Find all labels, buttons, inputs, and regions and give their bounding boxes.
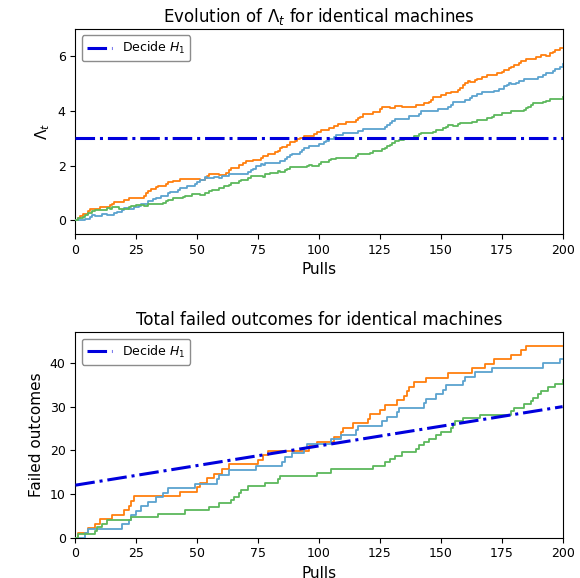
Decide $H_1$	[116, 475, 123, 481]
Title: Total failed outcomes for identical machines: Total failed outcomes for identical mach…	[136, 312, 502, 329]
Title: Evolution of $\Lambda_t$ for identical machines: Evolution of $\Lambda_t$ for identical m…	[163, 6, 475, 27]
Decide $H_1$	[72, 135, 79, 142]
Y-axis label: Failed outcomes: Failed outcomes	[29, 373, 44, 497]
Decide $H_1$	[518, 410, 525, 417]
Decide $H_1$	[74, 481, 81, 488]
X-axis label: Pulls: Pulls	[302, 566, 336, 578]
Y-axis label: $\Lambda_t$: $\Lambda_t$	[34, 123, 52, 140]
Decide $H_1$	[250, 453, 257, 460]
Legend: Decide $H_1$: Decide $H_1$	[82, 35, 190, 61]
Decide $H_1$	[74, 135, 81, 142]
Decide $H_1$	[559, 403, 566, 410]
Line: Decide $H_1$: Decide $H_1$	[75, 407, 563, 485]
Decide $H_1$	[277, 449, 284, 455]
Legend: Decide $H_1$: Decide $H_1$	[82, 339, 190, 365]
Decide $H_1$	[72, 481, 79, 488]
X-axis label: Pulls: Pulls	[302, 262, 336, 277]
Decide $H_1$	[335, 439, 342, 446]
